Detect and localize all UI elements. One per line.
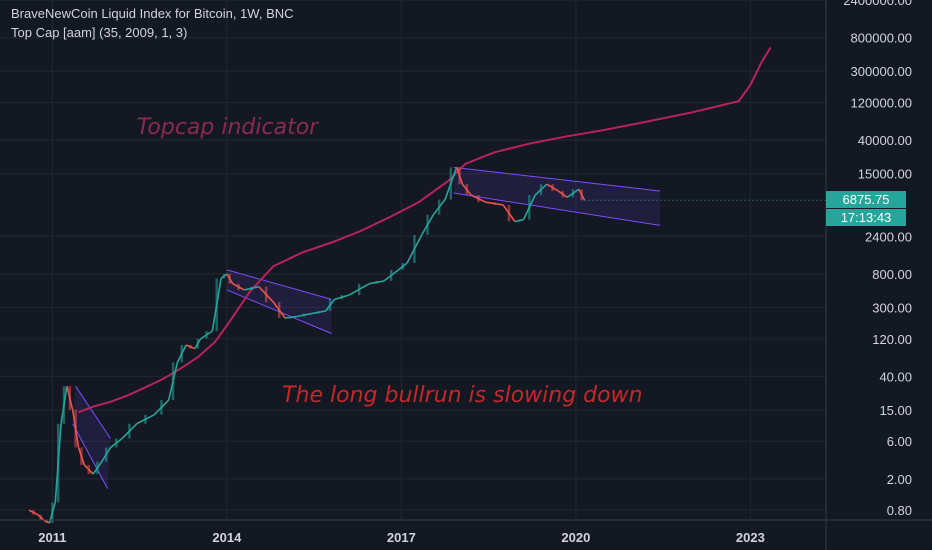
last-price-badge: 6875.75 — [826, 191, 906, 208]
price-candle-43 — [465, 184, 469, 196]
y-tick-label-13: 2.00 — [887, 472, 912, 487]
price-candle-50 — [551, 184, 554, 192]
price-candle-46 — [507, 204, 511, 222]
y-tick-label-6: 2400.00 — [865, 229, 912, 244]
y-tick-label-7: 800.00 — [872, 267, 912, 282]
x-tick-label-3: 2020 — [561, 530, 590, 545]
price-candle-2 — [39, 514, 42, 520]
series-lines — [28, 46, 826, 524]
chart-title: BraveNewCoin Liquid Index for Bitcoin, 1… — [11, 6, 294, 21]
price-candle-1 — [32, 510, 35, 515]
price-candle-9 — [80, 447, 83, 465]
y-tick-label-0: 2400000.00 — [843, 0, 912, 8]
price-candle-12 — [104, 447, 108, 462]
y-tick-label-11: 15.00 — [879, 403, 912, 418]
y-tick-label-5: 15000.00 — [858, 167, 912, 182]
channel-upper-1 — [226, 269, 332, 300]
channel-lower-2 — [453, 192, 661, 226]
channel-upper-2 — [453, 166, 661, 192]
annotation-1: The long bullrun is slowing down — [282, 383, 642, 408]
price-candle-5 — [56, 423, 60, 503]
price-candle-45 — [493, 202, 496, 205]
price-candle-42 — [458, 167, 461, 185]
y-tick-label-8: 300.00 — [872, 300, 912, 315]
y-tick-label-12: 6.00 — [887, 434, 912, 449]
price-candle-33 — [340, 295, 343, 300]
price-candle-22 — [215, 278, 218, 332]
trend-channels — [72, 166, 661, 489]
price-candle-20 — [196, 338, 199, 349]
price-candle-38 — [413, 234, 416, 263]
y-tick-label-4: 40000.00 — [858, 133, 912, 148]
grid-lines — [0, 0, 826, 520]
channel-fill-1 — [226, 269, 332, 334]
x-tick-label-1: 2014 — [212, 530, 242, 545]
channel-fill-2 — [453, 167, 661, 226]
price-candle-17 — [171, 362, 175, 401]
price-candle-10 — [87, 464, 90, 475]
x-tick-label-0: 2011 — [38, 530, 66, 545]
x-tick-label-2: 2017 — [387, 530, 416, 545]
price-candle-31 — [317, 311, 320, 314]
price-candle-3 — [45, 520, 48, 523]
bar-countdown-badge: 17:13:43 — [826, 209, 906, 226]
price-candle-32 — [328, 299, 332, 312]
channel-lower-0 — [72, 423, 109, 489]
price-candle-19 — [189, 344, 192, 349]
price-candle-36 — [389, 269, 393, 281]
price-candle-25 — [237, 283, 240, 290]
y-tick-label-10: 40.00 — [879, 369, 912, 384]
price-candle-4 — [51, 502, 54, 523]
price-candle-51 — [561, 191, 564, 198]
price-candle-23 — [222, 273, 226, 279]
price-candle-28 — [278, 302, 281, 319]
price-candle-37 — [401, 262, 405, 270]
price-candle-29 — [289, 316, 293, 319]
topcap-line — [78, 46, 772, 414]
price-candle-6 — [62, 386, 66, 424]
y-tick-label-3: 120000.00 — [851, 95, 912, 110]
price-candle-7 — [68, 386, 72, 410]
price-candle-24 — [228, 273, 231, 284]
price-candle-14 — [128, 423, 131, 439]
channel-upper-0 — [75, 385, 111, 439]
price-candle-41 — [449, 167, 453, 200]
price-candle-30 — [302, 313, 306, 317]
price-candle-39 — [426, 214, 429, 235]
y-tick-label-2: 300000.00 — [851, 64, 912, 79]
indicator-label: Top Cap [aam] (35, 2009, 1, 3) — [11, 25, 188, 40]
price-candle-48 — [528, 195, 531, 220]
annotation-0: Topcap indicator — [137, 115, 320, 140]
price-candle-18 — [180, 344, 183, 363]
price-candle-16 — [160, 400, 163, 415]
price-candle-49 — [539, 184, 543, 196]
price-candle-11 — [96, 461, 99, 475]
y-tick-label-1: 800000.00 — [851, 31, 912, 46]
price-candle-40 — [437, 199, 441, 215]
y-tick-label-9: 120.00 — [872, 332, 912, 347]
y-tick-label-14: 0.80 — [887, 503, 912, 518]
price-candle-21 — [205, 331, 208, 339]
price-candle-26 — [250, 286, 253, 290]
price-candle-44 — [477, 195, 480, 203]
price-candle-8 — [74, 409, 77, 448]
price-candle-47 — [517, 219, 521, 222]
price-candle-53 — [580, 189, 583, 201]
price-candle-35 — [375, 280, 378, 284]
price-candle-52 — [571, 189, 575, 198]
price-candle-27 — [264, 286, 268, 303]
annotations: Topcap indicator The long bullrun is slow… — [137, 115, 643, 408]
x-tick-label-4: 2023 — [736, 530, 765, 545]
price-candle-15 — [144, 414, 147, 424]
price-candle-34 — [357, 283, 361, 296]
price-candle-13 — [115, 438, 118, 448]
